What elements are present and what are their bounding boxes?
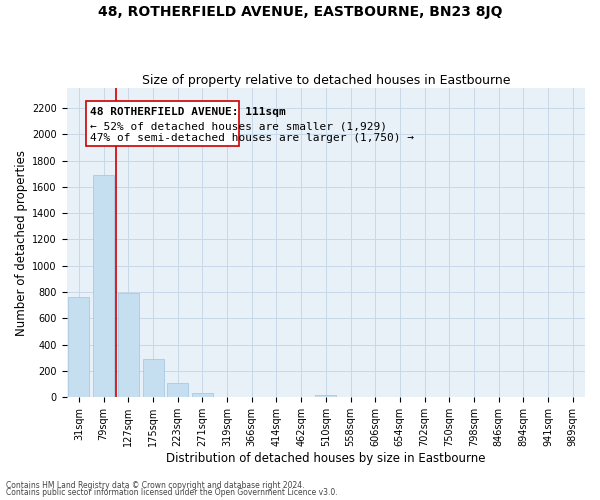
Title: Size of property relative to detached houses in Eastbourne: Size of property relative to detached ho… [142, 74, 510, 87]
Text: Contains HM Land Registry data © Crown copyright and database right 2024.: Contains HM Land Registry data © Crown c… [6, 480, 305, 490]
Text: Contains public sector information licensed under the Open Government Licence v3: Contains public sector information licen… [6, 488, 338, 497]
Bar [118, 294, 139, 398]
Text: 47% of semi-detached houses are larger (1,750) →: 47% of semi-detached houses are larger (… [90, 133, 414, 143]
X-axis label: Distribution of detached houses by size in Eastbourne: Distribution of detached houses by size … [166, 452, 485, 465]
Bar [93, 175, 114, 398]
Text: ← 52% of detached houses are smaller (1,929): ← 52% of detached houses are smaller (1,… [90, 121, 387, 131]
Bar [167, 383, 188, 398]
Bar [192, 392, 213, 398]
FancyBboxPatch shape [86, 102, 239, 146]
Y-axis label: Number of detached properties: Number of detached properties [15, 150, 28, 336]
Bar [316, 394, 337, 398]
Bar [143, 358, 164, 398]
Bar [68, 298, 89, 398]
Text: 48 ROTHERFIELD AVENUE: 111sqm: 48 ROTHERFIELD AVENUE: 111sqm [90, 106, 286, 117]
Text: 48, ROTHERFIELD AVENUE, EASTBOURNE, BN23 8JQ: 48, ROTHERFIELD AVENUE, EASTBOURNE, BN23… [98, 5, 502, 19]
